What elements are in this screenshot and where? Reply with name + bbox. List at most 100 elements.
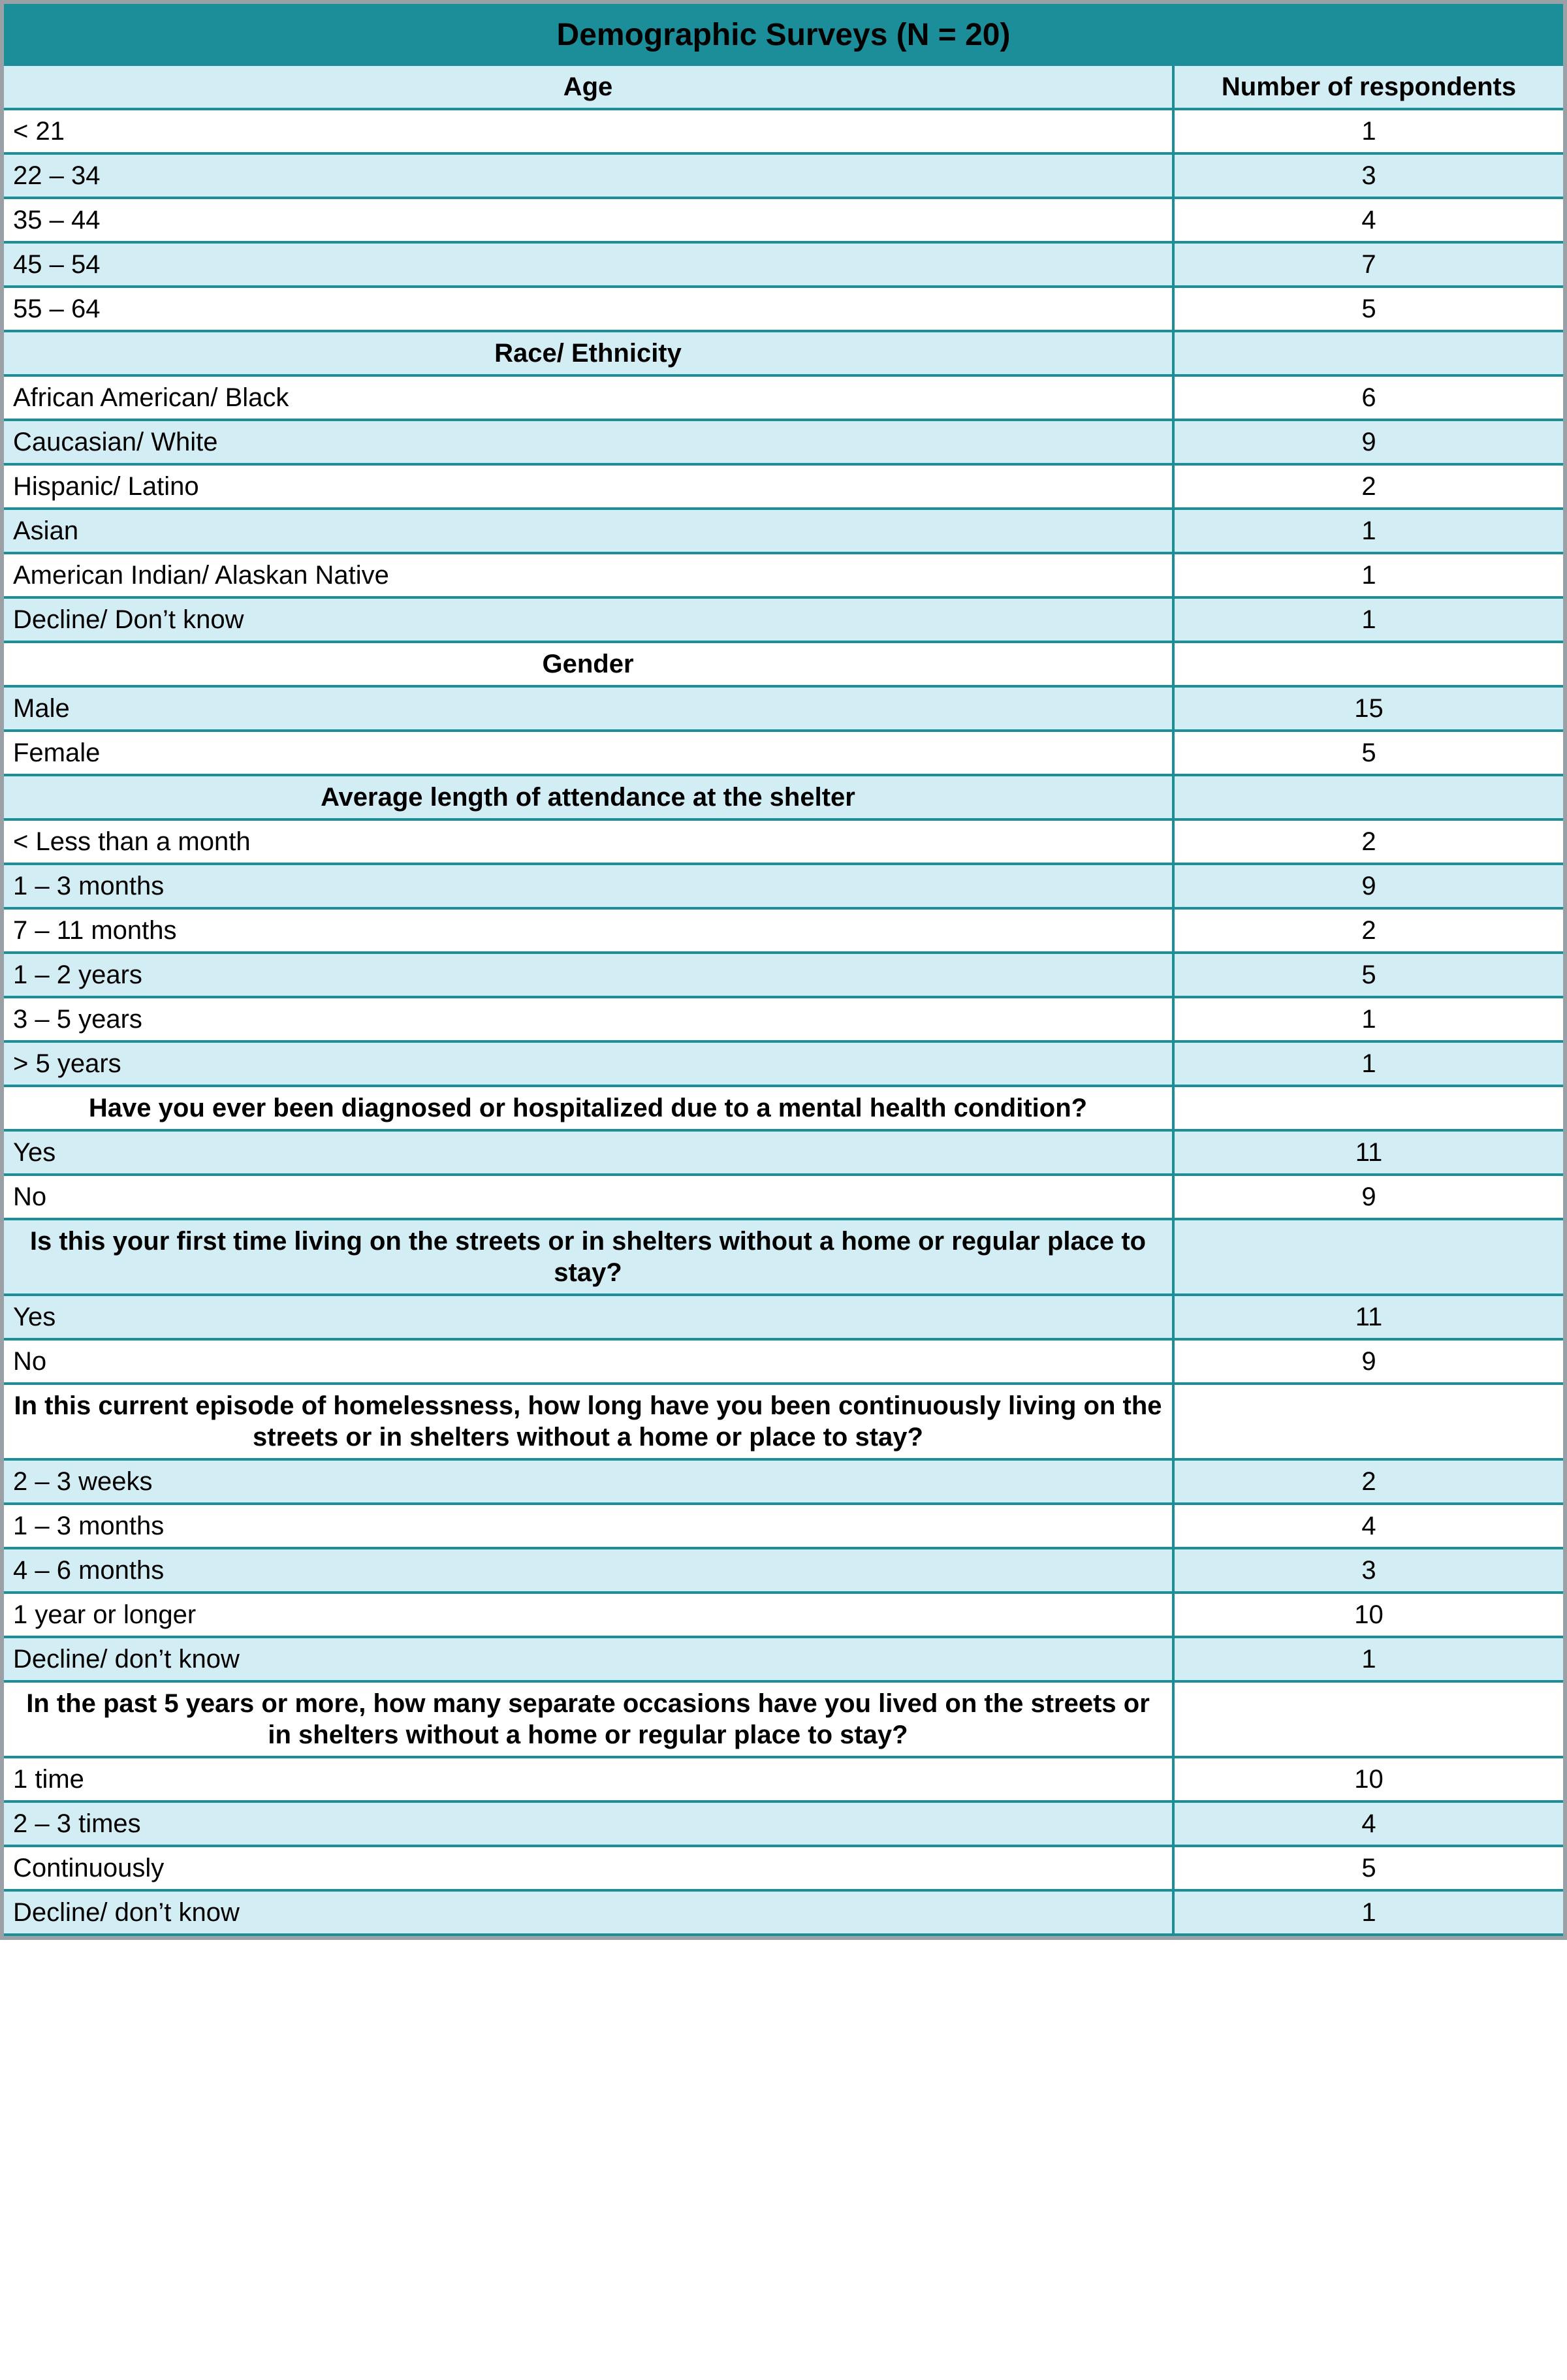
section-heading-row: Gender (4, 642, 1563, 686)
row-label: 7 – 11 months (4, 908, 1173, 953)
table-row: 1 time10 (4, 1757, 1563, 1801)
row-label: No (4, 1175, 1173, 1219)
row-value: 11 (1173, 1130, 1563, 1175)
row-label: 1 – 3 months (4, 864, 1173, 908)
section-heading: In this current episode of homelessness,… (4, 1384, 1173, 1459)
row-value: 2 (1173, 464, 1563, 509)
table-body: Age Number of respondents < 21122 – 3433… (4, 66, 1563, 1935)
row-label: Male (4, 686, 1173, 731)
table-row: 55 – 645 (4, 287, 1563, 331)
table-row: Female5 (4, 731, 1563, 775)
table-title: Demographic Surveys (N = 20) (0, 0, 1567, 66)
row-value: 10 (1173, 1757, 1563, 1801)
row-value: 10 (1173, 1593, 1563, 1637)
row-value: 6 (1173, 375, 1563, 420)
row-value: 2 (1173, 819, 1563, 864)
row-label: 3 – 5 years (4, 997, 1173, 1041)
table-row: No9 (4, 1175, 1563, 1219)
table-row: American Indian/ Alaskan Native1 (4, 553, 1563, 597)
section-heading: Race/ Ethnicity (4, 331, 1173, 375)
row-value: 2 (1173, 908, 1563, 953)
row-label: < 21 (4, 109, 1173, 153)
section-heading-row: In the past 5 years or more, how many se… (4, 1681, 1563, 1757)
section-heading: Is this your first time living on the st… (4, 1219, 1173, 1295)
row-label: 1 time (4, 1757, 1173, 1801)
row-label: Decline/ don’t know (4, 1637, 1173, 1681)
row-value: 1 (1173, 553, 1563, 597)
row-value: 3 (1173, 153, 1563, 198)
row-value: 9 (1173, 1339, 1563, 1384)
row-value: 9 (1173, 1175, 1563, 1219)
table-row: 4 – 6 months3 (4, 1548, 1563, 1593)
row-value: 1 (1173, 997, 1563, 1041)
section-heading: Average length of attendance at the shel… (4, 775, 1173, 819)
table-row: Asian1 (4, 509, 1563, 553)
section-heading: In the past 5 years or more, how many se… (4, 1681, 1173, 1757)
row-value: 5 (1173, 953, 1563, 997)
row-label: American Indian/ Alaskan Native (4, 553, 1173, 597)
row-label: African American/ Black (4, 375, 1173, 420)
row-label: 35 – 44 (4, 198, 1173, 242)
row-label: 2 – 3 weeks (4, 1459, 1173, 1504)
row-label: Decline/ Don’t know (4, 597, 1173, 642)
table-row: Continuously5 (4, 1846, 1563, 1890)
row-value: 9 (1173, 420, 1563, 464)
table-row: 1 – 3 months9 (4, 864, 1563, 908)
row-label: 1 year or longer (4, 1593, 1173, 1637)
section-heading-row: Is this your first time living on the st… (4, 1219, 1563, 1295)
row-value: 15 (1173, 686, 1563, 731)
row-label: Caucasian/ White (4, 420, 1173, 464)
section-heading-value (1173, 1681, 1563, 1757)
row-value: 1 (1173, 1637, 1563, 1681)
table-row: 1 – 3 months4 (4, 1504, 1563, 1548)
table-row: Hispanic/ Latino2 (4, 464, 1563, 509)
section-heading-row: Have you ever been diagnosed or hospital… (4, 1086, 1563, 1130)
section-heading-value (1173, 1086, 1563, 1130)
row-label: < Less than a month (4, 819, 1173, 864)
section-heading-row: In this current episode of homelessness,… (4, 1384, 1563, 1459)
row-label: 2 – 3 times (4, 1801, 1173, 1846)
table-row: > 5 years1 (4, 1041, 1563, 1086)
row-value: 9 (1173, 864, 1563, 908)
row-label: Yes (4, 1130, 1173, 1175)
table-row: Decline/ don’t know1 (4, 1890, 1563, 1935)
table-row: Yes11 (4, 1295, 1563, 1339)
section-heading: Gender (4, 642, 1173, 686)
table-header-row: Age Number of respondents (4, 66, 1563, 109)
row-label: No (4, 1339, 1173, 1384)
table-row: 22 – 343 (4, 153, 1563, 198)
row-value: 1 (1173, 1041, 1563, 1086)
row-label: Hispanic/ Latino (4, 464, 1173, 509)
row-label: Female (4, 731, 1173, 775)
table-row: African American/ Black6 (4, 375, 1563, 420)
section-heading-value (1173, 775, 1563, 819)
row-value: 5 (1173, 287, 1563, 331)
table-row: Yes11 (4, 1130, 1563, 1175)
row-value: 1 (1173, 1890, 1563, 1935)
table-row: Caucasian/ White9 (4, 420, 1563, 464)
row-label: 1 – 3 months (4, 1504, 1173, 1548)
row-label: Asian (4, 509, 1173, 553)
section-heading-value (1173, 1219, 1563, 1295)
table-row: 2 – 3 times4 (4, 1801, 1563, 1846)
table-row: Male15 (4, 686, 1563, 731)
table-row: 1 – 2 years5 (4, 953, 1563, 997)
header-label: Age (4, 66, 1173, 109)
section-heading-value (1173, 331, 1563, 375)
row-label: > 5 years (4, 1041, 1173, 1086)
table-row: < Less than a month2 (4, 819, 1563, 864)
section-heading-row: Average length of attendance at the shel… (4, 775, 1563, 819)
row-value: 2 (1173, 1459, 1563, 1504)
demographic-table-wrap: Age Number of respondents < 21122 – 3433… (0, 66, 1567, 1940)
table-row: 1 year or longer10 (4, 1593, 1563, 1637)
section-heading: Have you ever been diagnosed or hospital… (4, 1086, 1173, 1130)
row-label: Continuously (4, 1846, 1173, 1890)
header-value: Number of respondents (1173, 66, 1563, 109)
row-value: 4 (1173, 198, 1563, 242)
table-row: No9 (4, 1339, 1563, 1384)
table-row: 45 – 547 (4, 242, 1563, 287)
table-row: Decline/ don’t know1 (4, 1637, 1563, 1681)
row-value: 1 (1173, 509, 1563, 553)
row-label: 4 – 6 months (4, 1548, 1173, 1593)
row-value: 1 (1173, 597, 1563, 642)
